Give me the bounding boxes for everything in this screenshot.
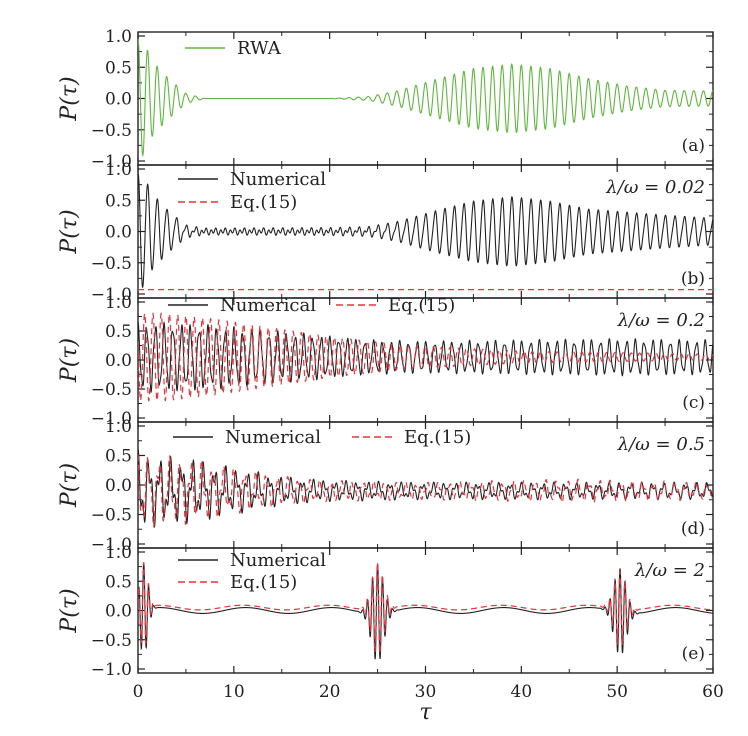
panel-tag: (d) <box>681 519 705 539</box>
x-tick-label: 30 <box>415 682 437 702</box>
y-tick-label: 0.0 <box>105 223 132 243</box>
y-tick-label: 1.0 <box>105 543 132 563</box>
y-tick-label: 1.0 <box>105 27 132 47</box>
legend-label: RWA <box>237 38 282 59</box>
y-tick-label: 0.5 <box>105 191 132 211</box>
legend-label: Numerical <box>230 169 326 190</box>
x-tick-label: 50 <box>606 682 628 702</box>
y-tick-label: −0.5 <box>91 254 132 274</box>
x-tick-label: 40 <box>511 682 533 702</box>
series-line-numerical <box>138 321 713 394</box>
panel-tag: (c) <box>682 393 705 413</box>
y-axis-label: P(τ) <box>57 588 82 633</box>
panel-c: 1.0 0.5 0.0 −0.5 −1.0 P(τ) Numerical Eq.(15) λ/ω… <box>57 293 714 429</box>
y-tick-label: 0.0 <box>105 351 132 371</box>
legend-label: Eq.(15) <box>404 427 471 448</box>
y-tick-label: 0.5 <box>105 58 132 78</box>
y-tick-label: 0.5 <box>105 322 132 342</box>
legend-label: Eq.(15) <box>388 295 455 316</box>
y-tick-label: −1.0 <box>91 409 132 429</box>
y-axis-label: P(τ) <box>57 76 82 121</box>
x-tick-label: 20 <box>319 682 341 702</box>
series-line-rwa <box>138 38 713 157</box>
series-line-numerical <box>138 562 713 660</box>
y-tick-label: 0.5 <box>105 447 132 467</box>
series-line-eq-15 <box>138 562 713 654</box>
y-tick-label: −1.0 <box>91 152 132 172</box>
y-tick-label: −0.5 <box>91 631 132 651</box>
y-tick-label: −1.0 <box>91 535 132 555</box>
y-tick-label: −1.0 <box>91 660 132 680</box>
ratio-label: λ/ω = 2 <box>634 560 705 581</box>
y-tick-label: 0.5 <box>105 572 132 592</box>
series-line-eq-15 <box>138 454 713 529</box>
y-axis-label: P(τ) <box>57 338 82 383</box>
y-tick-label: −0.5 <box>91 380 132 400</box>
x-tick-label: 0 <box>133 682 144 702</box>
legend-label: Numerical <box>220 295 316 316</box>
legend-label: Eq.(15) <box>230 192 297 213</box>
y-tick-label: 0.0 <box>105 476 132 496</box>
y-tick-label: −0.5 <box>91 121 132 141</box>
y-axis-label: P(τ) <box>57 463 82 508</box>
panel-tag: (a) <box>682 136 705 156</box>
series-line-eq-15 <box>138 312 713 402</box>
panel-tag: (b) <box>681 269 705 289</box>
panel-d: 1.0 0.5 0.0 −0.5 −1.0 P(τ) Numerical Eq.(15) λ/ω… <box>57 417 714 555</box>
y-tick-label: −1.0 <box>91 285 132 305</box>
ratio-label: λ/ω = 0.5 <box>617 434 705 455</box>
y-tick-label: 1.0 <box>105 160 132 180</box>
series-line-numerical <box>138 173 713 289</box>
legend-label: Numerical <box>225 427 321 448</box>
y-tick-label: 0.0 <box>105 90 132 110</box>
ratio-label: λ/ω = 0.02 <box>605 177 705 198</box>
legend-label: Numerical <box>230 550 326 571</box>
legend-label: Eq.(15) <box>230 572 297 593</box>
ratio-label: λ/ω = 0.2 <box>617 310 705 331</box>
y-axis-label: P(τ) <box>57 209 82 254</box>
y-tick-label: 0.0 <box>105 602 132 622</box>
panel-tag: (e) <box>682 644 705 664</box>
series-line-numerical <box>138 448 713 528</box>
x-axis-label: τ <box>419 700 432 725</box>
x-tick-label: 10 <box>223 682 245 702</box>
x-tick-label: 60 <box>702 682 724 702</box>
y-tick-label: 1.0 <box>105 293 132 313</box>
panel-a: 1.0 0.5 0.0 −0.5 −1.0 P(τ) RWA (a) <box>57 27 714 172</box>
y-tick-label: 1.0 <box>105 417 132 437</box>
y-tick-label: −0.5 <box>91 506 132 526</box>
